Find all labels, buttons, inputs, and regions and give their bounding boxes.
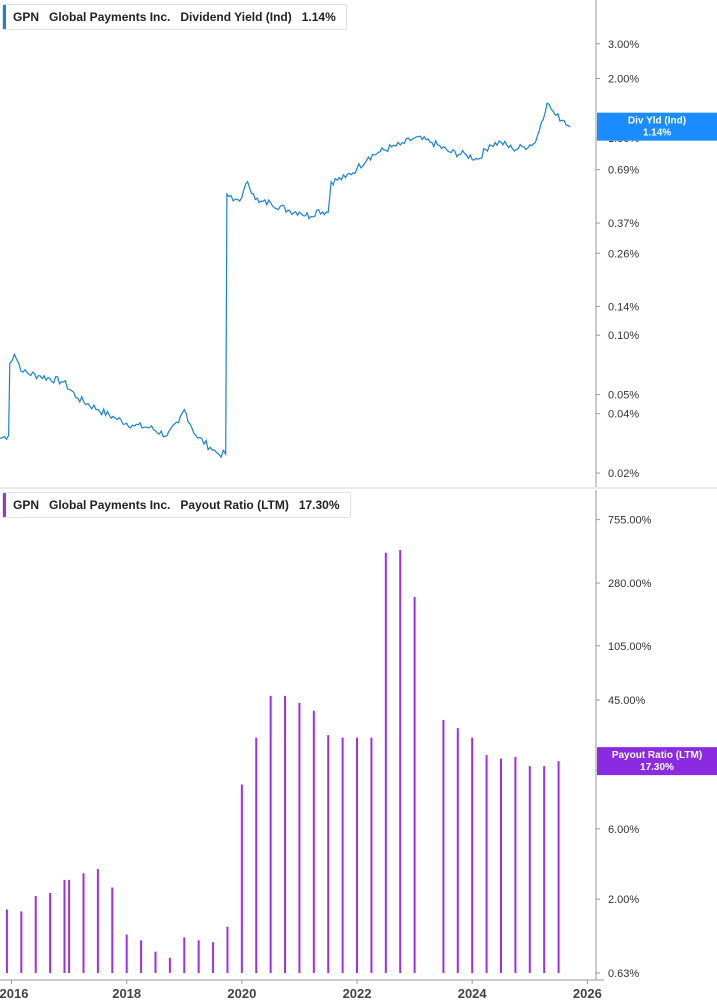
legend-value: 1.14% bbox=[301, 10, 336, 24]
payout-ratio-plot bbox=[5, 549, 560, 973]
legend-value: 17.30% bbox=[298, 498, 340, 512]
payout-ratio-swatch bbox=[3, 493, 6, 517]
dividend-yield-line bbox=[0, 102, 571, 459]
legend-company: Global Payments Inc. bbox=[49, 10, 171, 24]
y-tick-label: 0.37% bbox=[608, 218, 639, 230]
dividend-yield-plot bbox=[0, 102, 571, 459]
y-tick-label: 755.00% bbox=[608, 515, 652, 527]
x-tick-label: 2022 bbox=[343, 986, 372, 1001]
y-tick-label: 2.00% bbox=[608, 894, 639, 906]
value-tags: Div Yld (Ind)1.14% Payout Ratio (LTM)17.3… bbox=[597, 112, 717, 776]
payout-ratio-tag bbox=[597, 747, 717, 776]
dividend-yield-swatch bbox=[3, 5, 6, 29]
y-tick-label: 0.26% bbox=[608, 248, 639, 260]
dividend-yield-tag bbox=[597, 112, 717, 141]
y-tick-label: 0.02% bbox=[608, 468, 639, 480]
dividend-yield-axis: 3.00%2.00%1.00%0.69%0.37%0.26%0.14%0.10%… bbox=[595, 0, 639, 487]
x-tick-label: 2016 bbox=[0, 986, 28, 1001]
y-tick-label: 0.05% bbox=[608, 390, 639, 402]
payout-ratio-tag-value: 17.30% bbox=[640, 762, 674, 773]
y-tick-label: 0.14% bbox=[608, 301, 639, 313]
dividend-yield-tag-label: Div Yld (Ind) bbox=[628, 116, 686, 127]
legend-company: Global Payments Inc. bbox=[49, 498, 171, 512]
x-axis: 2016 2018 2020 2022 2024 2026 bbox=[0, 979, 604, 1001]
y-tick-label: 2.00% bbox=[608, 74, 639, 86]
dividend-yield-tag-value: 1.14% bbox=[643, 128, 671, 139]
y-tick-label: 0.10% bbox=[608, 330, 639, 342]
payout-ratio-tag-label: Payout Ratio (LTM) bbox=[612, 750, 702, 761]
y-tick-label: 0.04% bbox=[608, 409, 639, 421]
x-tick-label: 2018 bbox=[112, 986, 141, 1001]
y-tick-label: 3.00% bbox=[608, 39, 639, 51]
y-tick-label: 280.00% bbox=[608, 578, 652, 590]
y-tick-label: 6.00% bbox=[608, 824, 639, 836]
payout-ratio-axis: 755.00%280.00%105.00%45.00%15.00%6.00%2.… bbox=[595, 490, 652, 980]
x-tick-label: 2026 bbox=[573, 986, 602, 1001]
y-tick-label: 105.00% bbox=[608, 641, 652, 653]
x-tick-label: 2020 bbox=[227, 986, 256, 1001]
dividend-yield-legend[interactable]: GPN Global Payments Inc. Dividend Yield … bbox=[2, 4, 347, 30]
legend-ticker: GPN bbox=[13, 498, 40, 512]
payout-ratio-legend[interactable]: GPN Global Payments Inc. Payout Ratio (L… bbox=[2, 492, 351, 518]
legend-metric: Payout Ratio (LTM) bbox=[180, 498, 289, 512]
legend-ticker: GPN bbox=[13, 10, 40, 24]
y-tick-label: 45.00% bbox=[608, 695, 646, 707]
y-tick-label: 0.63% bbox=[608, 968, 639, 980]
y-tick-label: 0.69% bbox=[608, 165, 639, 177]
legend-metric: Dividend Yield (Ind) bbox=[180, 10, 292, 24]
x-tick-label: 2024 bbox=[458, 986, 488, 1001]
